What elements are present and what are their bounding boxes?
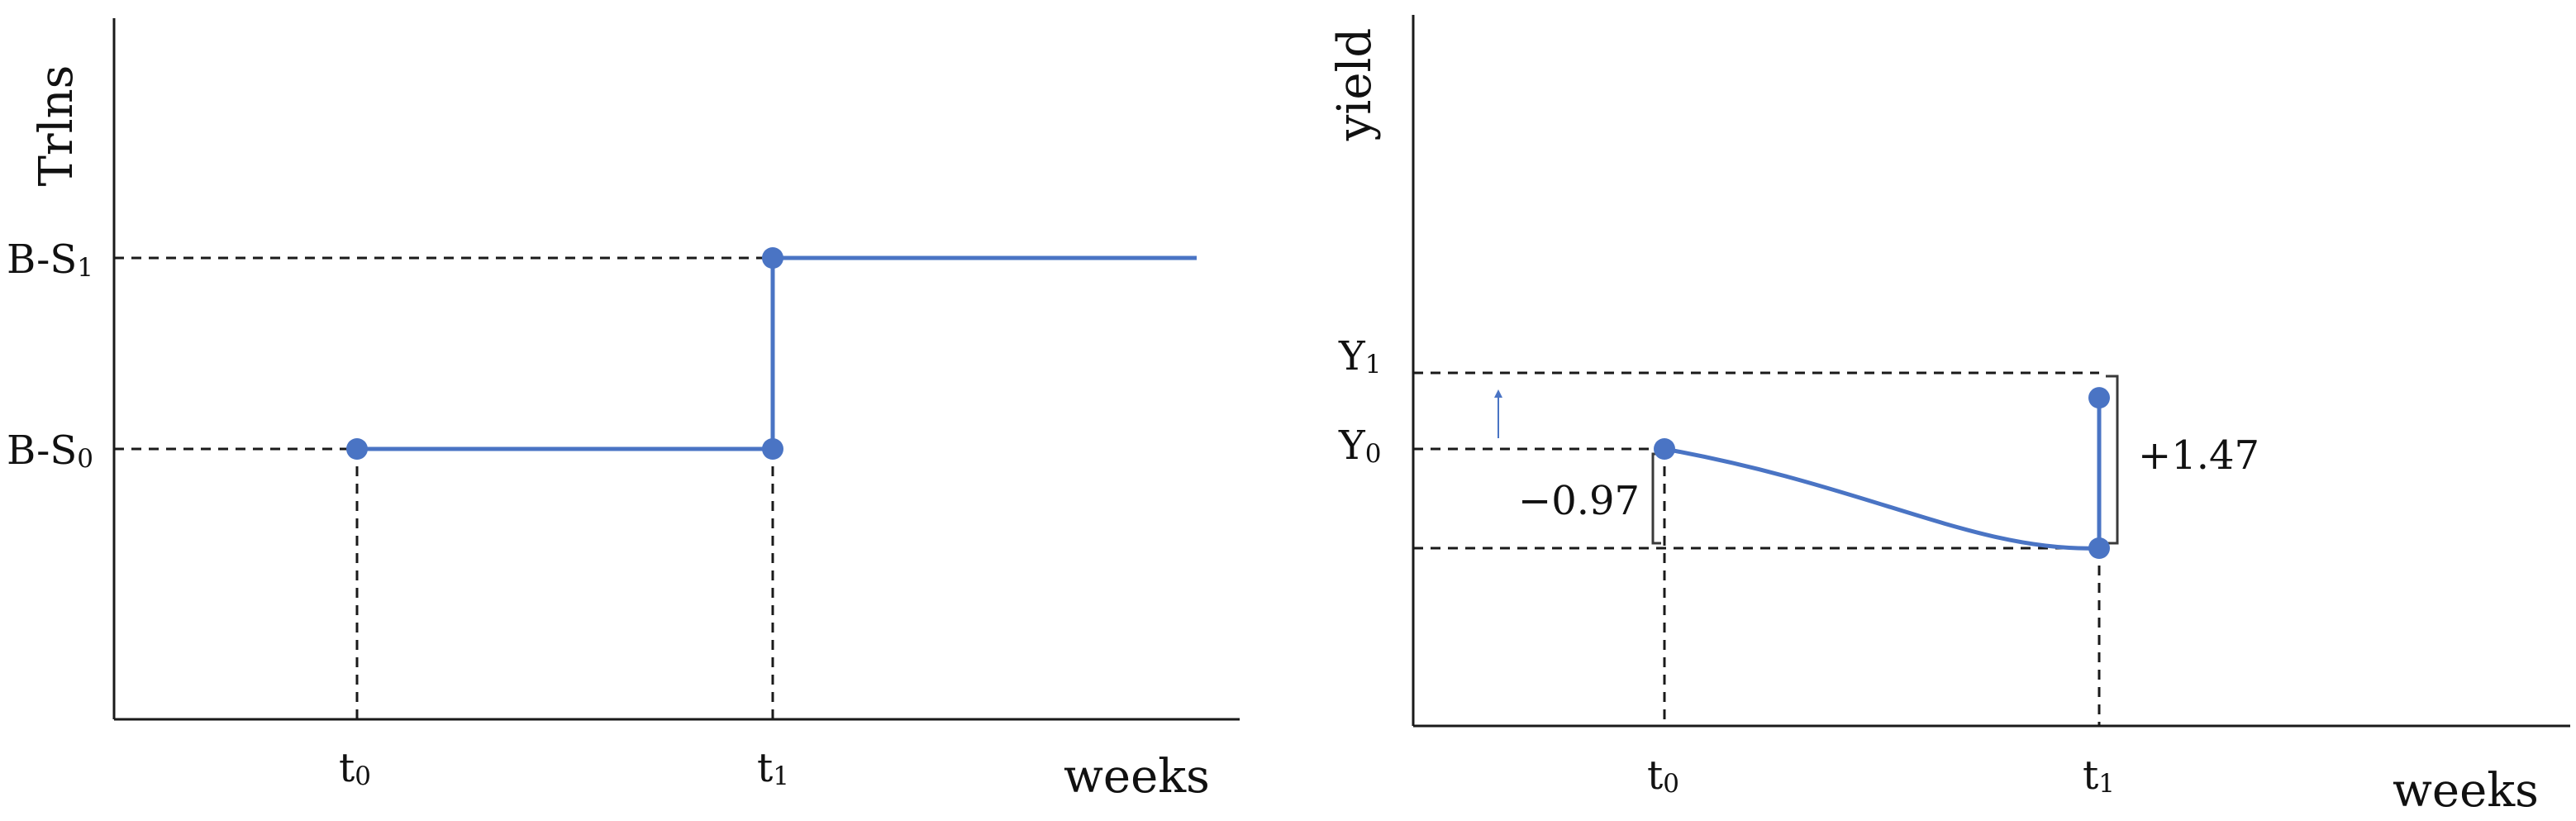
right-y-axis-label: yield bbox=[1328, 28, 1382, 141]
left-ytick-bs0: B-S0 bbox=[7, 427, 93, 474]
annotation-rise: +1.47 bbox=[2138, 432, 2259, 479]
right-x-axis-label: weeks bbox=[2393, 764, 2539, 818]
left-data-point-0 bbox=[346, 438, 368, 460]
left-chart: Trlns weeks B-S1 B-S0 t0 t1 bbox=[7, 18, 1240, 804]
left-xtick-t0: t0 bbox=[339, 745, 371, 791]
bracket-drop bbox=[1651, 452, 1661, 545]
bracket-rise bbox=[2106, 375, 2119, 545]
right-data-point-2 bbox=[2088, 387, 2110, 409]
left-y-axis-label: Trlns bbox=[30, 65, 83, 187]
left-ytick-bs1: B-S1 bbox=[7, 236, 93, 283]
left-data-point-2 bbox=[762, 247, 783, 269]
right-ytick-y1: Y1 bbox=[1338, 333, 1381, 379]
right-xtick-t1: t1 bbox=[2083, 752, 2115, 799]
right-chart: yield weeks Y1 Y0 t0 t1 −0.97 +1.47 bbox=[1328, 15, 2570, 818]
annotation-drop: −0.97 bbox=[1518, 478, 1640, 524]
right-ytick-y0: Y0 bbox=[1338, 422, 1381, 469]
right-series-decline-curve bbox=[1664, 446, 2100, 551]
right-data-point-1 bbox=[2088, 537, 2110, 559]
left-data-point-1 bbox=[762, 438, 783, 460]
right-markers bbox=[1654, 387, 2110, 559]
left-series-line bbox=[357, 255, 1197, 451]
right-xtick-t0: t0 bbox=[1647, 752, 1679, 799]
left-markers bbox=[346, 247, 783, 460]
left-x-axis-label: weeks bbox=[1064, 750, 1210, 804]
left-xtick-t1: t1 bbox=[757, 745, 789, 791]
right-data-point-0 bbox=[1654, 438, 1675, 460]
